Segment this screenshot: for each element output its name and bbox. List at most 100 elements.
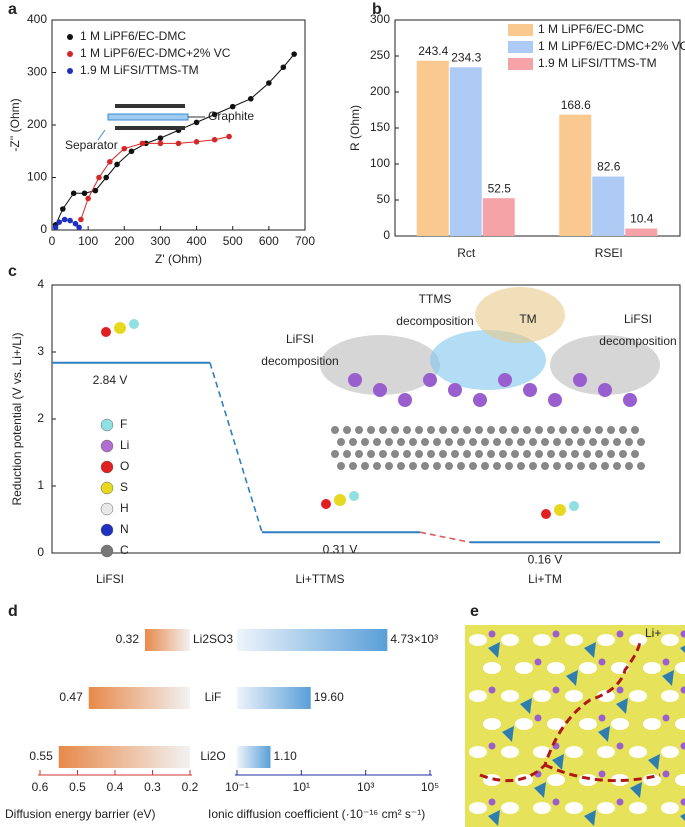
carbon-atom <box>481 438 489 446</box>
li-atom <box>398 393 412 407</box>
pore <box>533 690 551 702</box>
legend-label: 1 M LiPF6/EC-DMC <box>538 22 644 36</box>
carbon-atom <box>457 462 465 470</box>
y-tick-label: 150 <box>370 120 390 134</box>
carbon-atom <box>541 438 549 446</box>
pore <box>533 746 551 758</box>
diffusion-path <box>479 639 642 783</box>
carbon-atom <box>361 462 369 470</box>
data-point <box>114 161 120 168</box>
li-site <box>616 742 624 750</box>
pore <box>533 802 551 814</box>
carbon-atom <box>391 426 399 434</box>
pore <box>611 718 629 730</box>
element-marker <box>100 502 114 516</box>
carbon-atom <box>631 426 639 434</box>
polyhedron <box>502 726 514 742</box>
li-site <box>680 686 685 694</box>
carbon-atom <box>601 462 609 470</box>
element-marker <box>100 418 114 432</box>
y-tick-label: 100 <box>370 156 390 170</box>
carbon-atom <box>421 438 429 446</box>
panel-label: c <box>8 263 17 280</box>
carbon-atom <box>427 450 435 458</box>
li-site <box>488 742 496 750</box>
x-tick-label: 300 <box>150 234 170 248</box>
li-atom <box>423 373 437 387</box>
pore <box>469 746 487 758</box>
y-tick-label: 300 <box>27 65 47 79</box>
element-label: Li <box>120 438 129 452</box>
pore <box>597 746 615 758</box>
carbon-atom <box>583 450 591 458</box>
panel-label: a <box>8 1 17 18</box>
y-tick-label: 1 <box>37 478 44 492</box>
structure-label: Li+ <box>645 626 661 640</box>
li-site <box>616 798 624 806</box>
carbon-atom <box>547 426 555 434</box>
carbon-atom <box>391 450 399 458</box>
x-tick-label: 0.2 <box>182 780 199 794</box>
data-point <box>92 187 99 194</box>
legend-label: 1.9 M LiFSI/TTMS-TM <box>538 56 657 70</box>
carbon-atom <box>451 450 459 458</box>
bar <box>416 60 449 236</box>
value-label: 1.10 <box>273 749 297 763</box>
polyhedron <box>680 813 685 821</box>
carbon-atom <box>343 426 351 434</box>
pore <box>661 746 679 758</box>
li-site <box>680 742 685 750</box>
carbon-atom <box>349 438 357 446</box>
carbon-atom <box>553 462 561 470</box>
pore <box>501 746 519 758</box>
pore <box>597 802 615 814</box>
molecule-atom <box>569 501 579 511</box>
data-point <box>121 145 128 152</box>
li-atom <box>373 383 387 397</box>
polyhedron <box>534 782 546 798</box>
x-axis-label: Ionic diffusion coefficient (·10⁻¹⁶ cm² … <box>208 807 425 821</box>
carbon-atom <box>589 438 597 446</box>
polyhedron <box>488 642 500 658</box>
carbon-atom <box>367 426 375 434</box>
diffusion-bar <box>237 687 311 709</box>
value-label: 4.73×10³ <box>390 632 438 646</box>
carbon-atom <box>559 450 567 458</box>
x-tick-label: 0 <box>49 234 56 248</box>
carbon-atom <box>523 426 531 434</box>
pore <box>547 718 565 730</box>
carbon-atom <box>589 462 597 470</box>
legend-marker <box>67 68 73 74</box>
carbon-atom <box>343 450 351 458</box>
carbon-atom <box>487 450 495 458</box>
element-marker <box>100 460 114 474</box>
data-point <box>280 64 287 71</box>
carbon-atom <box>337 462 345 470</box>
carbon-atom <box>475 426 483 434</box>
energy-bar <box>88 687 190 709</box>
legend-marker <box>67 51 73 57</box>
li-atom <box>498 373 512 387</box>
carbon-atom <box>625 462 633 470</box>
data-point <box>52 224 59 231</box>
carbon-atom <box>331 426 339 434</box>
data-point <box>96 174 102 181</box>
carbon-atom <box>445 438 453 446</box>
li-site <box>552 798 560 806</box>
pore <box>483 662 501 674</box>
polyhedron <box>662 670 674 686</box>
value-label: 0.32 <box>116 632 140 646</box>
pore <box>469 690 487 702</box>
carbon-atom <box>427 426 435 434</box>
bar <box>482 198 515 236</box>
carbon-atom <box>433 462 441 470</box>
data-point <box>175 140 182 147</box>
data-point <box>81 190 88 197</box>
pore <box>629 634 647 646</box>
y-tick-label: 2 <box>37 411 44 425</box>
data-point <box>157 135 164 141</box>
y-tick-label: 400 <box>27 12 47 26</box>
carbon-atom <box>397 438 405 446</box>
carbon-atom <box>517 462 525 470</box>
carbon-atom <box>493 438 501 446</box>
